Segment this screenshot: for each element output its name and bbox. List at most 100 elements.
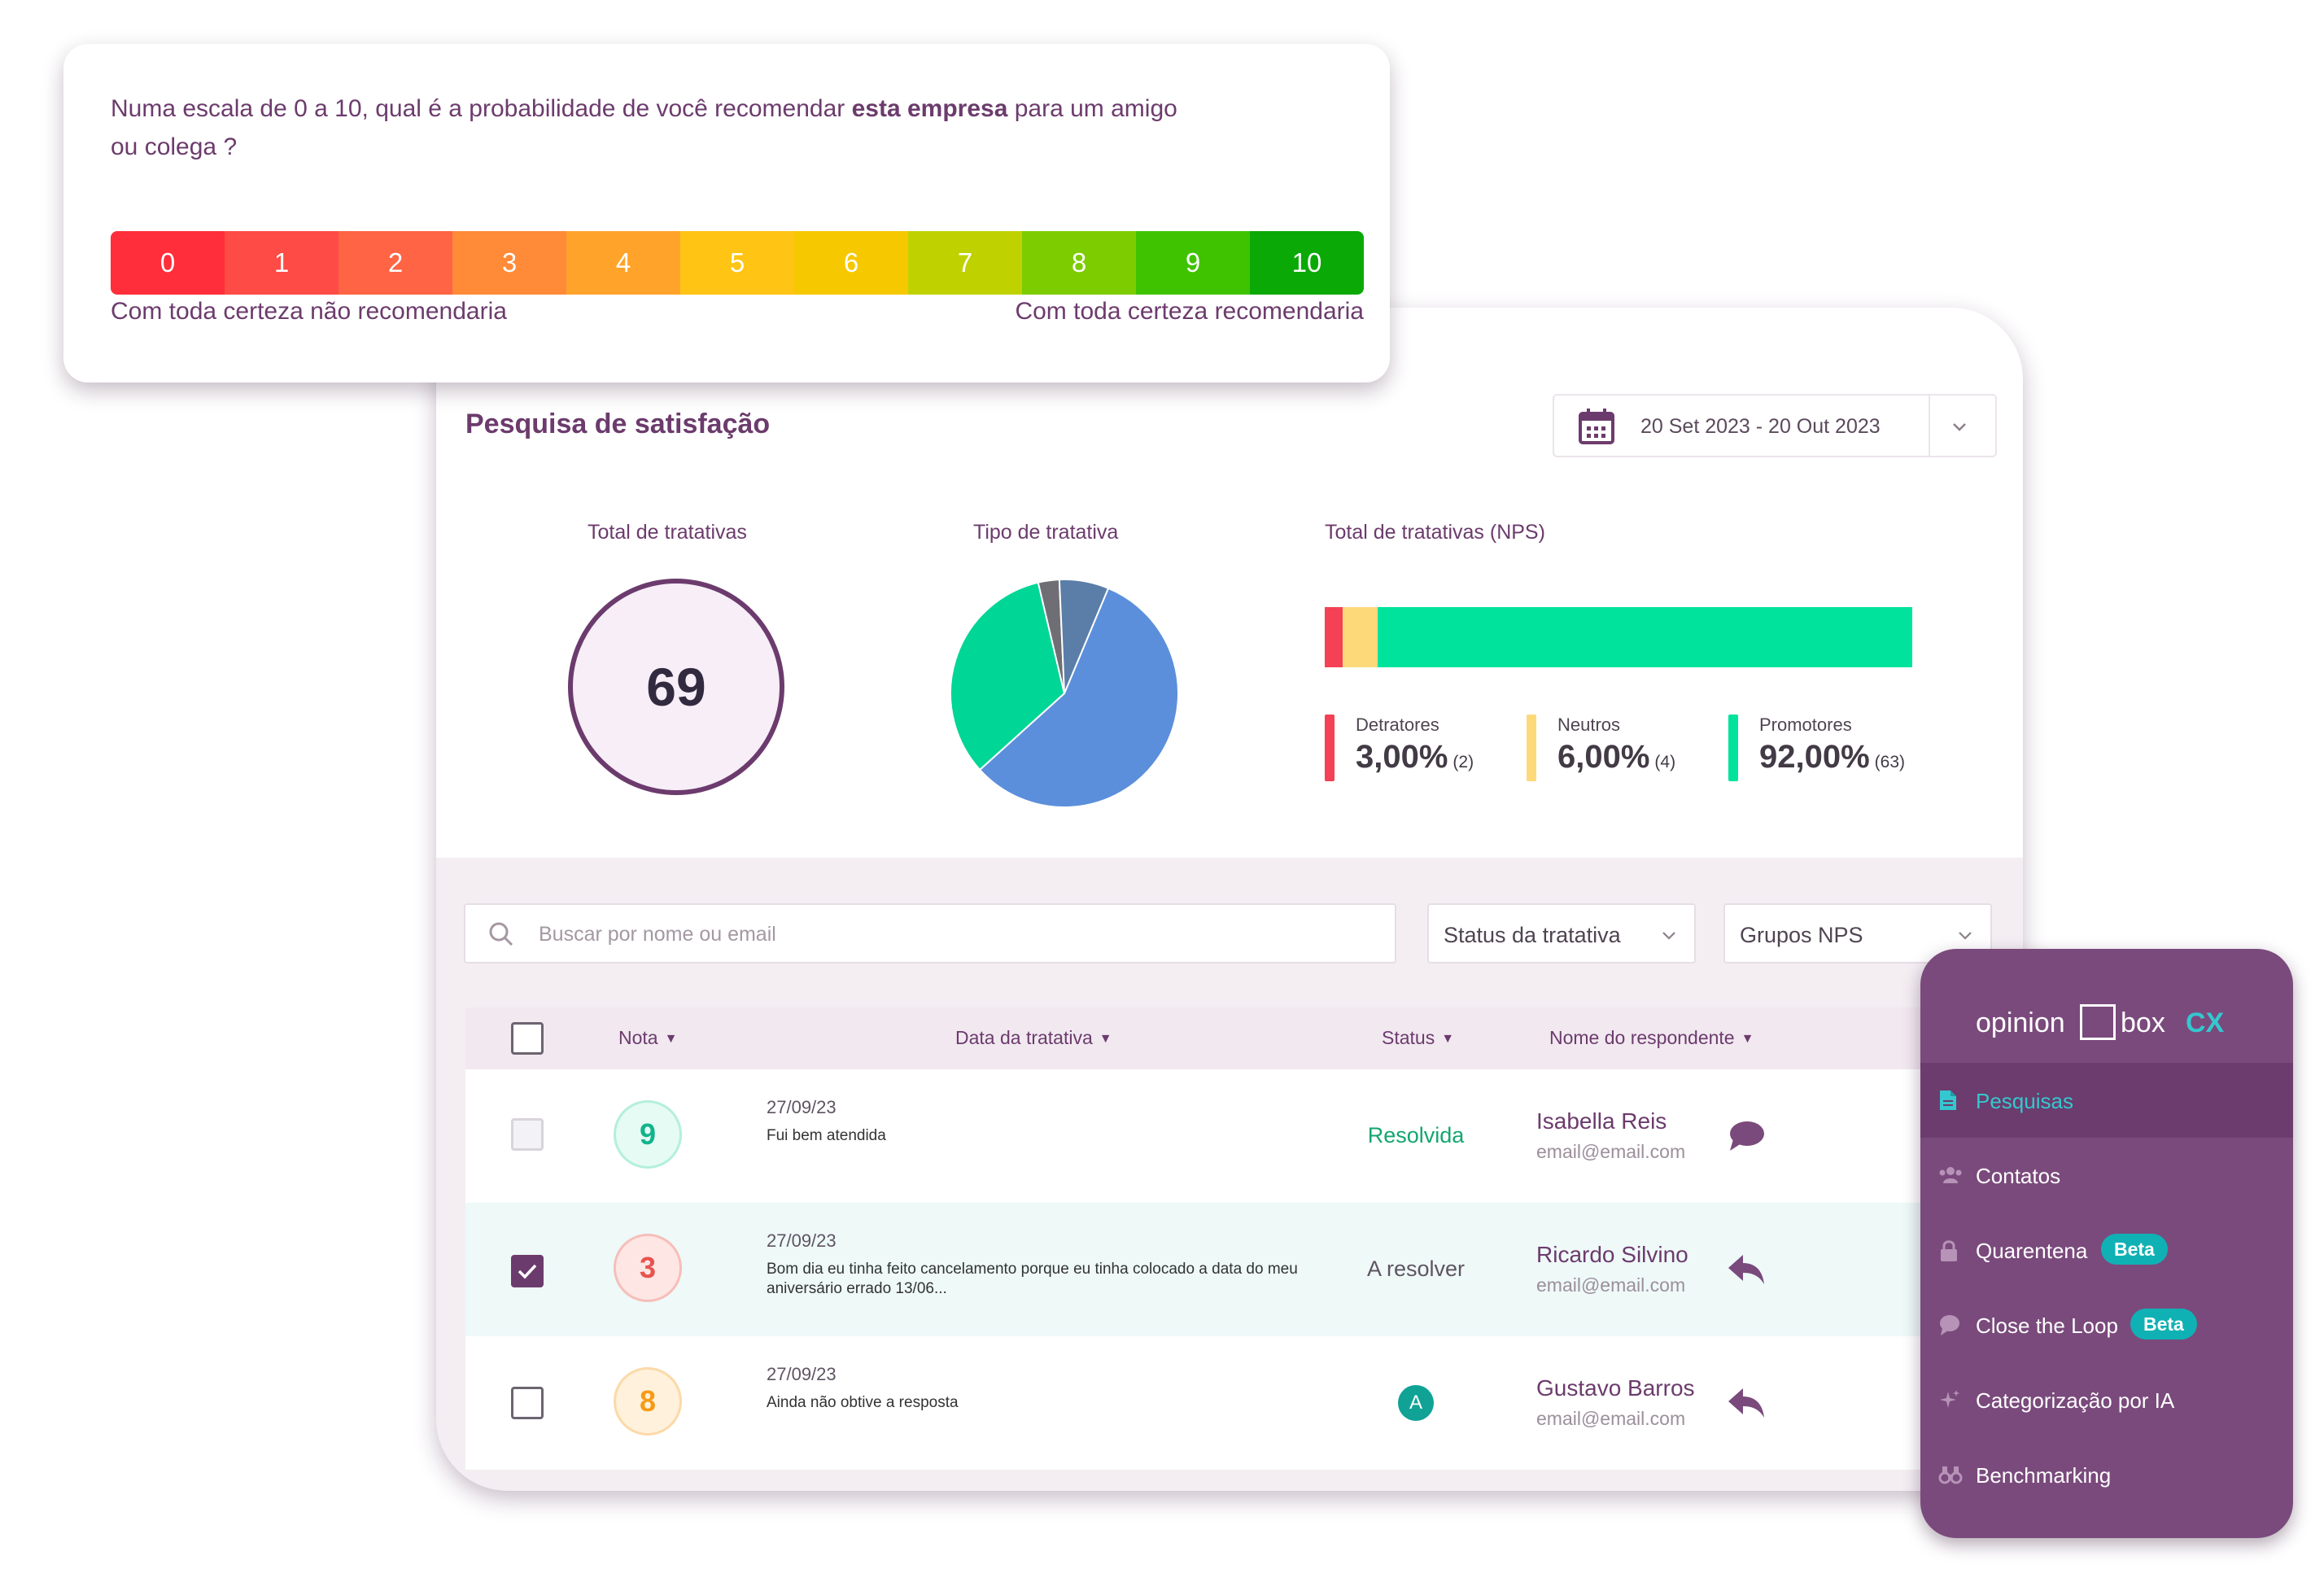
reply-icon[interactable] — [1727, 1252, 1767, 1287]
sidebar-item-benchmarking[interactable]: Benchmarking — [1920, 1437, 2293, 1512]
legend-label: Neutros — [1557, 715, 1621, 735]
beta-badge: Beta — [2130, 1309, 2197, 1340]
nps-bar-neutros — [1342, 607, 1378, 667]
caret-down-icon: ▼ — [1099, 1032, 1112, 1046]
row-date: 27/09/23 — [767, 1230, 837, 1251]
row-comment: Fui bem atendida — [767, 1127, 886, 1144]
header-date-label: Data da tratativa — [955, 1027, 1093, 1048]
scale-option-5[interactable]: 5 — [680, 231, 794, 295]
type-label: Tipo de tratativa — [973, 521, 1119, 544]
total-count-circle: 69 — [568, 579, 784, 795]
binoculars-icon — [1938, 1466, 1963, 1484]
row-respondent-name: Ricardo Silvino — [1536, 1242, 1688, 1267]
logo-word-opinion: opinion — [1976, 1007, 2065, 1038]
row-respondent-email: email@email.com — [1536, 1141, 1686, 1162]
status-select-value: Status da tratativa — [1444, 923, 1621, 947]
status-select[interactable]: Status da tratativa — [1427, 903, 1696, 964]
header-date[interactable]: Data da tratativa ▼ — [955, 1027, 1112, 1049]
pie-slice-green — [950, 581, 1066, 771]
opinion-box-logo: opinion box CX — [1976, 980, 2269, 1053]
chevron-down-icon — [1959, 932, 1972, 940]
sidebar-item-categorizacao[interactable]: Categorização por IA — [1920, 1362, 2293, 1437]
row-checkbox[interactable] — [511, 1255, 544, 1287]
scale-label-right: Com toda certeza recomendaria — [1015, 298, 1364, 325]
select-all-checkbox[interactable] — [511, 1022, 544, 1055]
nps-stacked-bar — [1325, 607, 1912, 667]
header-status[interactable]: Status ▼ — [1382, 1027, 1454, 1049]
row-status: Resolvida — [1367, 1123, 1465, 1147]
sidebar-item-label: Categorização por IA — [1976, 1388, 2175, 1413]
nps-label: Total de tratativas (NPS) — [1325, 521, 1545, 544]
row-comment: Bom dia eu tinha feito cancelamento porq… — [767, 1261, 1298, 1297]
scale-option-6[interactable]: 6 — [794, 231, 908, 295]
row-checkbox[interactable] — [511, 1118, 544, 1151]
table-row[interactable]: 3 27/09/23 Bom dia eu tinha feito cancel… — [465, 1203, 1992, 1336]
assignee-avatar[interactable]: A — [1398, 1385, 1434, 1421]
scale-option-7[interactable]: 7 — [908, 231, 1022, 295]
legend-stripe — [1728, 715, 1738, 781]
scale-option-10[interactable]: 10 — [1250, 231, 1364, 295]
legend-count: (4) — [1654, 753, 1676, 771]
row-comment: Ainda não obtive a resposta — [767, 1394, 959, 1411]
caret-down-icon: ▼ — [1441, 1032, 1455, 1046]
sidebar-item-close-the-loop[interactable]: Close the Loop Beta — [1920, 1287, 2293, 1362]
header-score[interactable]: Nota ▼ — [618, 1027, 677, 1049]
reply-icon[interactable] — [1727, 1385, 1767, 1421]
sidebar-item-contatos[interactable]: Contatos — [1920, 1138, 2293, 1213]
table-header: Nota ▼ Data da tratativa ▼ Status ▼ Nome do… — [465, 1007, 1992, 1069]
chevron-down-icon[interactable] — [1950, 417, 1969, 436]
sidebar: opinion box CX Pesquisas Contatos Quaren… — [1920, 949, 2293, 1538]
legend-label: Promotores — [1759, 715, 1852, 735]
sidebar-item-label: Pesquisas — [1976, 1089, 2073, 1113]
scale-label-left: Com toda certeza não recomendaria — [111, 298, 507, 325]
row-checkbox[interactable] — [511, 1387, 544, 1419]
sidebar-item-label: Benchmarking — [1976, 1463, 2112, 1488]
question-suffix: para um amigo ou colega ? — [111, 95, 1177, 160]
nps-scale: 0 1 2 3 4 5 6 7 8 9 10 — [111, 231, 1364, 295]
nps-bar-detratores — [1325, 607, 1343, 667]
header-status-label: Status — [1382, 1027, 1435, 1048]
chat-bubble-icon[interactable] — [1727, 1118, 1766, 1154]
row-respondent-email: email@email.com — [1536, 1408, 1686, 1429]
score-badge: 8 — [614, 1367, 682, 1436]
scale-option-4[interactable]: 4 — [566, 231, 680, 295]
nps-bar-promotores — [1377, 607, 1912, 667]
scale-option-2[interactable]: 2 — [339, 231, 452, 295]
score-badge: 3 — [614, 1234, 682, 1302]
chevron-down-icon — [1662, 932, 1675, 940]
sidebar-item-quarentena[interactable]: Quarentena Beta — [1920, 1213, 2293, 1287]
header-name[interactable]: Nome do respondente ▼ — [1549, 1027, 1754, 1049]
calendar-icon — [1579, 409, 1614, 444]
scale-option-9[interactable]: 9 — [1136, 231, 1250, 295]
legend-count: (63) — [1874, 753, 1906, 771]
sidebar-item-pesquisas[interactable]: Pesquisas — [1920, 1063, 2293, 1138]
table-row[interactable]: 8 27/09/23 Ainda não obtive a resposta A… — [465, 1336, 1992, 1470]
pie-slice-blue — [978, 587, 1179, 808]
sidebar-item-label: Close the Loop — [1976, 1313, 2118, 1338]
scale-option-0[interactable]: 0 — [111, 231, 225, 295]
legend-count: (2) — [1452, 753, 1474, 771]
question-prefix: Numa escala de 0 a 10, qual é a probabil… — [111, 95, 852, 122]
search-input[interactable] — [539, 915, 1352, 954]
responses-table: Nota ▼ Data da tratativa ▼ Status ▼ Nome do… — [465, 1007, 1992, 1473]
row-status: A resolver — [1366, 1257, 1466, 1281]
date-range-picker[interactable]: 20 Set 2023 - 20 Out 2023 — [1553, 394, 1997, 457]
scale-option-3[interactable]: 3 — [452, 231, 566, 295]
people-icon — [1939, 1167, 1962, 1183]
search-box[interactable] — [464, 903, 1396, 964]
row-date: 27/09/23 — [767, 1097, 837, 1117]
sidebar-item-label: Contatos — [1976, 1164, 2061, 1188]
legend-stripe — [1325, 715, 1335, 781]
total-label: Total de tratativas — [588, 521, 747, 544]
logo-word-box: box — [2121, 1007, 2165, 1038]
table-row[interactable]: 9 27/09/23 Fui bem atendida Resolvida Is… — [465, 1069, 1992, 1203]
dashboard-summary: Pesquisa de satisfação 20 Set 2023 - 20 … — [436, 308, 2023, 858]
scale-option-1[interactable]: 1 — [225, 231, 339, 295]
logo-word-cx: CX — [2186, 1007, 2225, 1038]
logo-box-shape — [2080, 1004, 2116, 1040]
scale-option-8[interactable]: 8 — [1022, 231, 1136, 295]
legend-stripe — [1527, 715, 1536, 781]
nps-groups-select-value: Grupos NPS — [1740, 923, 1863, 947]
score-badge: 9 — [614, 1100, 682, 1169]
document-icon — [1940, 1090, 1956, 1110]
